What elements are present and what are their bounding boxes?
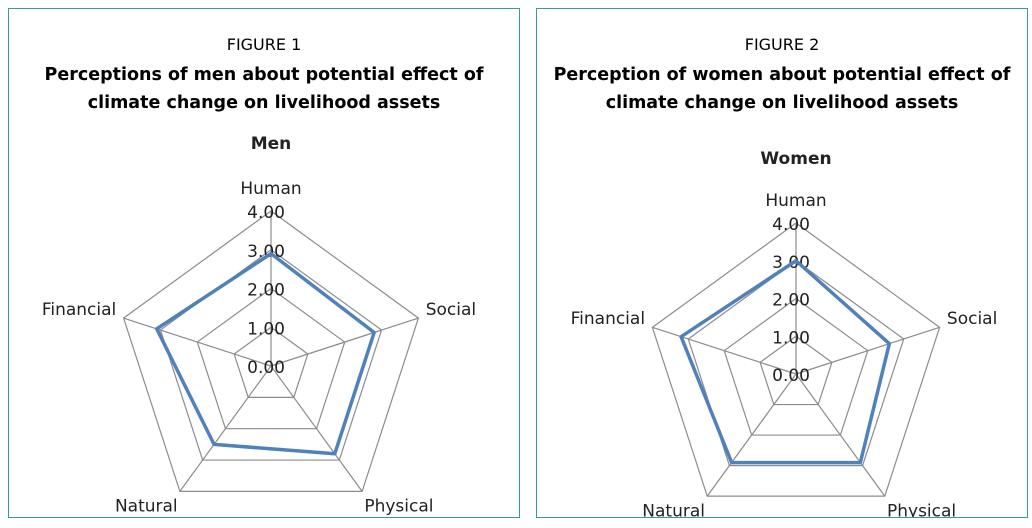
grid-ring — [122, 210, 420, 492]
spoke — [652, 326, 797, 375]
category-label: Social — [947, 309, 997, 329]
figure-title: Perceptions of men about potential effec… — [44, 65, 484, 113]
spoke — [795, 326, 940, 375]
tick-label: 1.00 — [247, 319, 285, 339]
series-line — [155, 251, 376, 456]
grid-ring — [759, 335, 833, 406]
chart: Men Human Social Physical Natural Financial 0.… — [42, 134, 476, 517]
tick-label: 2.00 — [247, 281, 285, 301]
figure-label: FIGURE 1 — [226, 35, 302, 54]
figure-label: FIGURE 2 — [744, 35, 820, 54]
chart: Women Human Social Physical Natural Financial… — [571, 149, 998, 517]
figure-title: Perception of women about potential effe… — [553, 65, 1011, 113]
chart-subtitle: Men — [251, 134, 292, 154]
category-label: Natural — [115, 497, 178, 517]
spoke — [706, 373, 797, 497]
category-label: Physical — [887, 501, 956, 517]
spoke — [795, 373, 886, 497]
category-label: Natural — [642, 501, 705, 517]
grid-ring — [196, 287, 346, 430]
category-label: Human — [240, 179, 301, 199]
category-label: Social — [426, 300, 476, 320]
category-label: Financial — [571, 309, 645, 329]
grid-ring — [651, 222, 941, 497]
tick-label: 4.00 — [247, 203, 285, 223]
category-label: Physical — [364, 497, 433, 517]
spoke — [270, 317, 419, 367]
figure-panel: FIGURE 2 Perception of women about poten… — [536, 8, 1028, 518]
grid-ring — [159, 249, 383, 461]
tick-label: 1.00 — [772, 328, 810, 348]
spoke — [123, 317, 272, 367]
grid-ring — [233, 326, 309, 398]
figure-panel: FIGURE 1 Perceptions of men about potent… — [8, 8, 520, 518]
spoke — [179, 365, 272, 492]
grid-ring — [687, 260, 905, 467]
tick-label: 0.00 — [772, 366, 810, 386]
spoke — [270, 365, 363, 492]
tick-label: 4.00 — [772, 215, 810, 235]
category-label: Human — [765, 191, 826, 211]
tick-label: 2.00 — [772, 291, 810, 311]
series-line — [679, 259, 892, 465]
tick-label: 0.00 — [247, 358, 285, 378]
chart-subtitle: Women — [760, 149, 831, 169]
grid-ring — [723, 297, 869, 436]
category-label: Financial — [42, 300, 116, 320]
